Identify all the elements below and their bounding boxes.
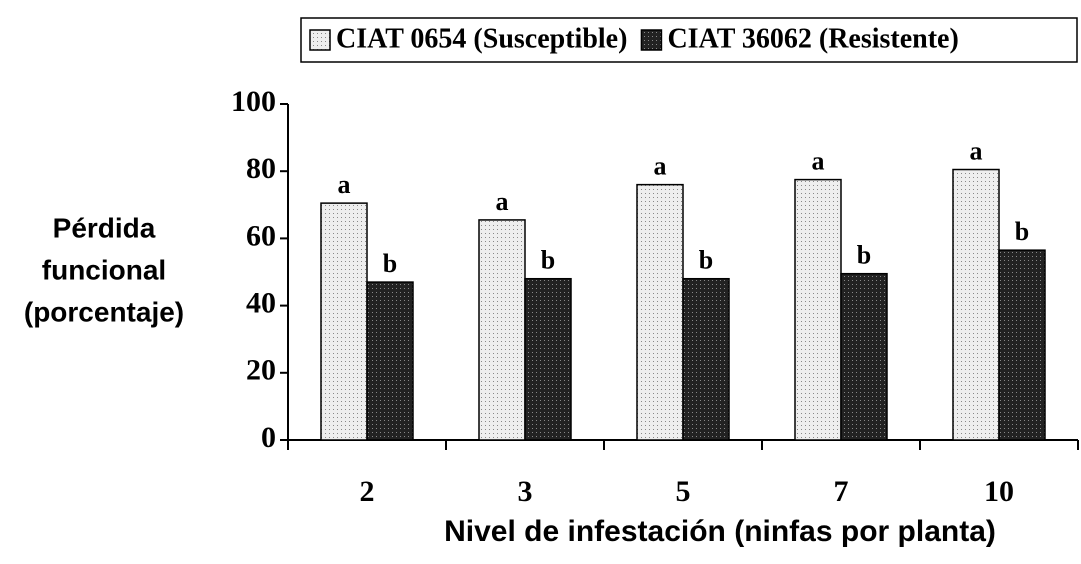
y-tick-label: 80 [246,152,276,185]
bar-annotation: a [496,187,509,216]
y-tick-label: 40 [246,286,276,319]
legend-label: CIAT 36062 (Resistente) [667,23,958,54]
bar [794,178,842,441]
y-axis-label: (porcentaje) [24,296,184,327]
bar-annotation: a [812,147,825,176]
bar [998,249,1046,441]
bar [320,202,368,441]
y-tick-label: 20 [246,354,276,387]
x-tick-label: 5 [676,475,691,508]
bar-annotation: b [699,246,713,275]
bar [682,277,730,441]
x-tick-label: 2 [360,475,375,508]
x-tick-label: 7 [834,475,849,508]
legend-swatch [640,29,663,51]
y-tick-label: 60 [246,219,276,252]
y-tick-label: 100 [231,85,276,118]
bar [366,281,414,441]
y-tick-label: 0 [261,421,276,454]
x-tick-label: 10 [984,475,1014,508]
x-axis-label: Nivel de infestación (ninfas por planta) [444,515,996,548]
bar-annotation: a [970,136,983,165]
bar [636,183,684,441]
bar-annotation: b [383,249,397,278]
bar [478,219,526,441]
legend-label: CIAT 0654 (Susceptible) [336,23,627,54]
bar-annotation: a [338,170,351,199]
bar-annotation: b [541,246,555,275]
y-axis-label: Pérdida [53,212,156,243]
bar-annotation: b [857,241,871,270]
bar [840,272,888,441]
bar [524,277,572,441]
bar [952,168,1000,441]
y-axis-label: funcional [42,254,166,285]
bar-annotation: b [1015,217,1029,246]
x-tick-label: 3 [518,475,533,508]
bar-annotation: a [654,152,667,181]
legend-swatch [309,29,331,51]
legend-box [300,17,1078,63]
